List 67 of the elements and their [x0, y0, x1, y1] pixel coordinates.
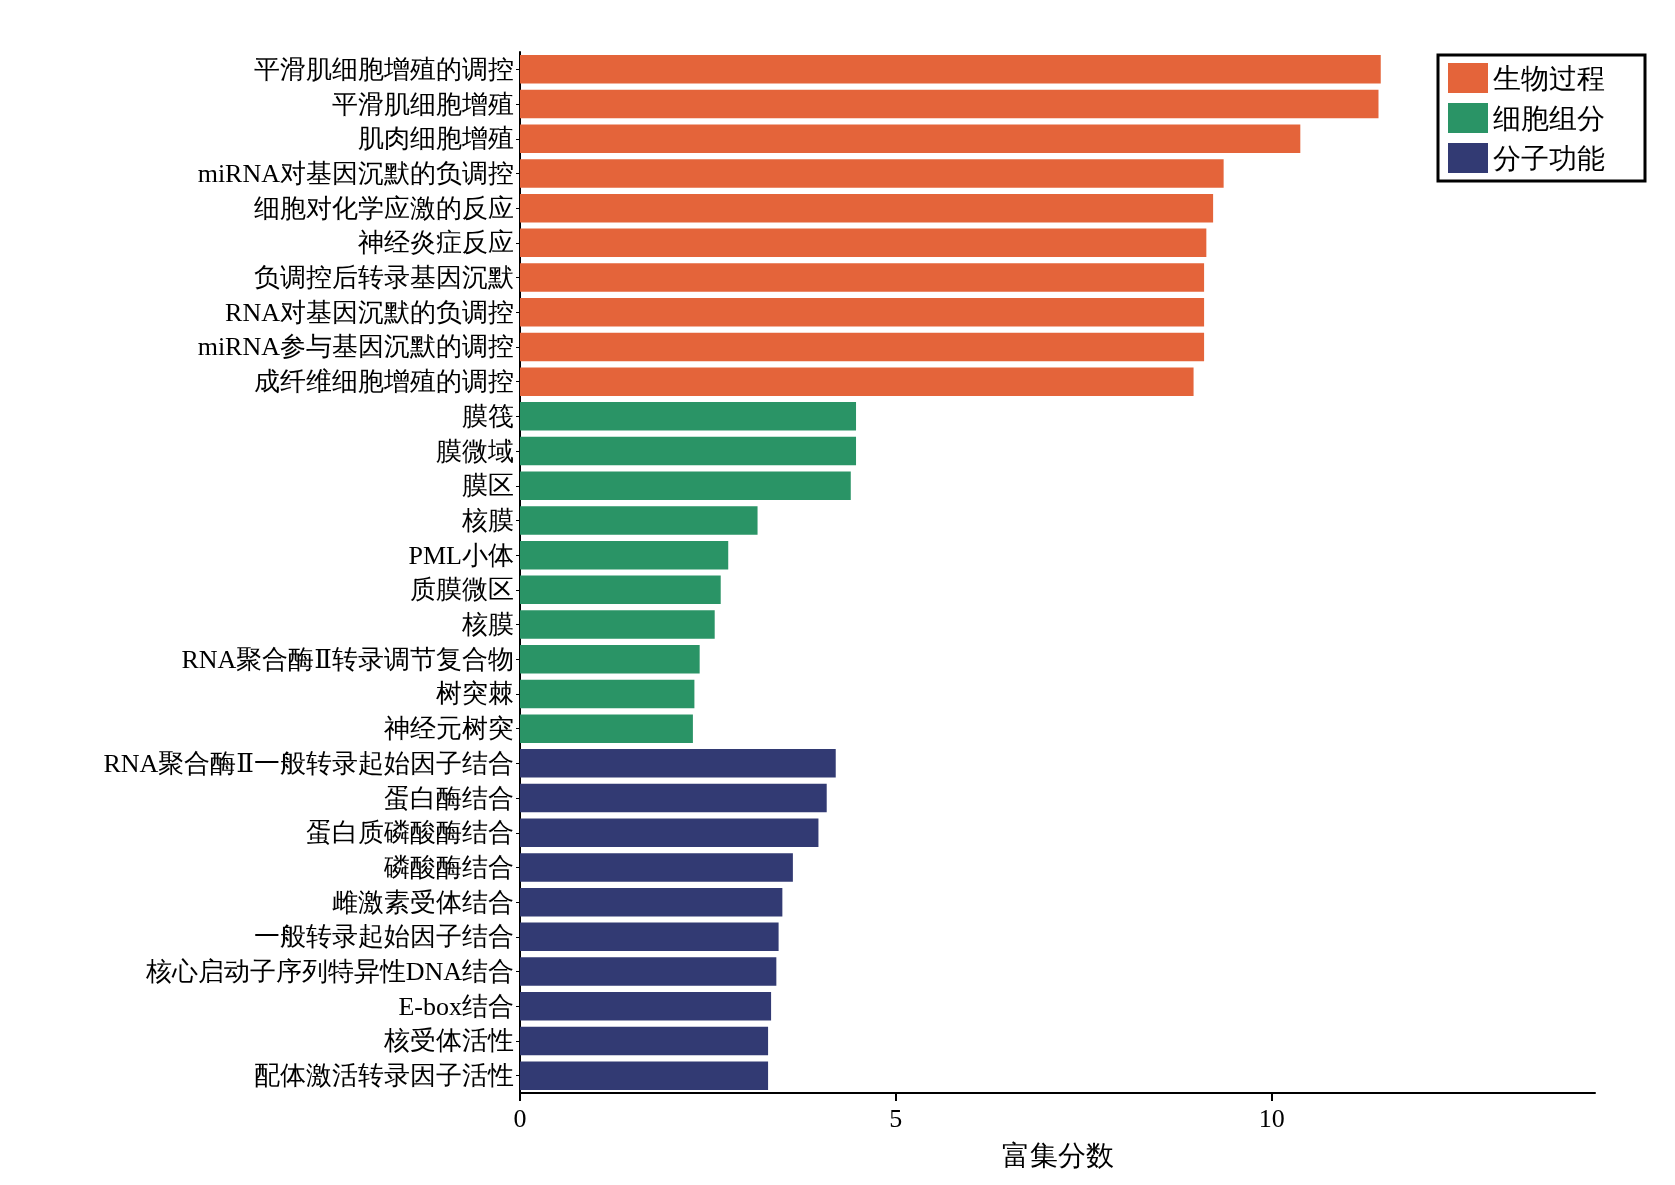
y-tick-label: PML小体: [408, 540, 514, 570]
bar: [520, 1061, 769, 1090]
x-tick-label: 5: [889, 1103, 903, 1133]
bar: [520, 89, 1379, 119]
y-tick-label: 平滑肌细胞增殖的调控: [254, 54, 514, 84]
bar: [520, 193, 1214, 223]
y-tick-label: E-box结合: [398, 991, 514, 1021]
bar: [520, 540, 729, 570]
y-tick-label: 膜区: [462, 471, 514, 501]
bar: [520, 332, 1205, 362]
bar: [520, 263, 1205, 292]
y-tick-label: 蛋白酶结合: [384, 783, 514, 813]
bar: [520, 922, 779, 952]
bar: [520, 436, 857, 466]
bar: [520, 714, 693, 743]
bar: [520, 159, 1224, 188]
bar: [520, 957, 777, 986]
y-tick-label: 树突棘: [436, 679, 514, 709]
bar: [520, 1026, 769, 1056]
y-tick-label: miRNA对基因沉默的负调控: [197, 158, 514, 188]
bar: [520, 887, 783, 917]
bar: [520, 471, 851, 500]
y-tick-label: 一般转录起始因子结合: [254, 922, 514, 952]
x-tick-label: 10: [1258, 1103, 1285, 1133]
y-tick-label: 膜筏: [462, 401, 514, 431]
bar: [520, 679, 695, 709]
bar: [520, 575, 721, 605]
legend-label: 生物过程: [1493, 62, 1605, 94]
y-tick-label: 核膜: [461, 610, 514, 640]
bar: [520, 818, 819, 847]
y-tick-label: 膜微域: [436, 436, 514, 466]
x-tick-label: 0: [513, 1103, 527, 1133]
y-tick-label: 平滑肌细胞增殖: [332, 89, 514, 119]
bar: [520, 992, 772, 1021]
y-tick-label: 核受体活性: [383, 1026, 514, 1056]
y-tick-label: 肌肉细胞增殖: [358, 124, 514, 154]
bar: [520, 367, 1194, 396]
y-tick-label: RNA对基因沉默的负调控: [225, 297, 514, 327]
y-tick-label: miRNA参与基因沉默的调控: [197, 332, 514, 362]
bar: [520, 645, 700, 674]
y-tick-label: 核心启动子序列特异性DNA结合: [144, 957, 514, 987]
legend-label: 分子功能: [1493, 142, 1605, 174]
bar: [520, 55, 1381, 84]
bar: [520, 228, 1207, 258]
bar: [520, 402, 857, 431]
bar: [520, 506, 758, 535]
y-tick-label: RNA聚合酶Ⅱ转录调节复合物: [181, 644, 514, 674]
y-tick-label: 雌激素受体结合: [332, 887, 514, 917]
x-axis-title: 富集分数: [1001, 1139, 1114, 1171]
y-tick-label: 神经炎症反应: [358, 228, 514, 258]
y-tick-label: 磷酸酶结合: [383, 852, 514, 882]
bar: [520, 749, 836, 778]
bar: [520, 783, 827, 813]
y-tick-label: RNA聚合酶Ⅱ一般转录起始因子结合: [103, 748, 514, 778]
y-tick-label: 神经元树突: [384, 714, 514, 744]
y-tick-label: 核膜: [461, 505, 514, 535]
legend-label: 细胞组分: [1493, 102, 1605, 134]
y-tick-label: 负调控后转录基因沉默: [254, 263, 514, 293]
y-tick-label: 细胞对化学应激的反应: [254, 193, 514, 223]
bar: [520, 853, 793, 882]
y-tick-label: 配体激活转录因子活性: [254, 1061, 514, 1091]
y-tick-label: 成纤维细胞增殖的调控: [254, 367, 514, 397]
bar: [520, 124, 1301, 153]
bar: [520, 610, 715, 639]
y-tick-label: 质膜微区: [410, 575, 514, 605]
bar: [520, 298, 1205, 327]
y-tick-label: 蛋白质磷酸酶结合: [306, 818, 514, 848]
